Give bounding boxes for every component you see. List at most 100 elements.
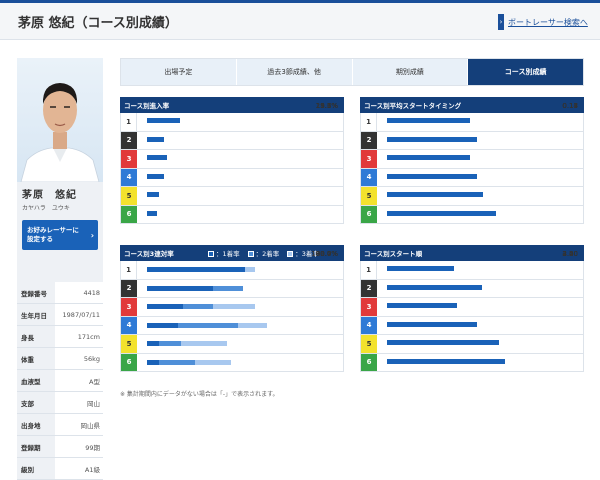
favorite-racer-button[interactable]: お好みレーサーに 設定する › bbox=[22, 220, 98, 250]
value-bar bbox=[387, 118, 470, 123]
course-row-2: 2 82.4% bbox=[120, 250, 344, 298]
info-label: 登録番号 bbox=[17, 282, 55, 303]
course-row-1: 1 0.13 bbox=[360, 102, 584, 132]
course-row-1: 1 2.40 bbox=[360, 250, 584, 280]
bar-area bbox=[137, 113, 343, 131]
racer-info-table: 登録番号 4418 生年月日 1987/07/11 身長 171cm 体重 56kg 血… bbox=[17, 282, 103, 480]
value-bar bbox=[387, 266, 454, 271]
course-number: 4 bbox=[361, 168, 377, 186]
tab-term-results[interactable]: 期別成績 bbox=[352, 59, 469, 85]
course-row-6: 6 4.20 bbox=[360, 250, 584, 372]
info-value: 171cm bbox=[77, 332, 100, 341]
info-row-register-number: 登録番号 4418 bbox=[17, 282, 103, 304]
bar-area bbox=[137, 187, 343, 205]
segment-bar-1 bbox=[147, 359, 159, 365]
course-number: 6 bbox=[361, 353, 377, 371]
fav-button-line2: 設定する bbox=[27, 235, 53, 243]
segment-bar-3 bbox=[195, 359, 231, 365]
segment-bar-1 bbox=[147, 285, 213, 291]
panel-title: コース別3連対率 bbox=[124, 250, 174, 258]
bar-area bbox=[377, 317, 583, 335]
bar-area bbox=[137, 206, 343, 224]
value-bar bbox=[387, 173, 477, 179]
course-value: 3.40 bbox=[562, 250, 578, 258]
racer-photo bbox=[17, 58, 103, 182]
panel-title-bar: コース別3連対率 ：1着率 ：2着率 ：3着率 bbox=[120, 245, 344, 261]
course-row-2: 2 0.14 bbox=[360, 102, 584, 150]
segment-bar-2 bbox=[159, 359, 195, 365]
tab-past-results[interactable]: 過去3節成績、他 bbox=[236, 59, 353, 85]
info-value: 99期 bbox=[85, 443, 100, 452]
value-bar bbox=[387, 321, 477, 327]
course-row-5: 5 66.7% bbox=[120, 250, 344, 354]
segment-bar-3 bbox=[245, 267, 255, 272]
value-bar bbox=[387, 192, 483, 197]
course-value: 0.15 bbox=[562, 102, 578, 110]
segment-bar-1 bbox=[147, 341, 159, 346]
segment-bar-1 bbox=[147, 322, 178, 328]
course-row-4: 4 100.0% bbox=[120, 250, 344, 335]
course-value: 0.14 bbox=[562, 102, 578, 110]
course-number: 3 bbox=[361, 298, 377, 316]
bar-area bbox=[377, 354, 583, 372]
back-to-search-link[interactable]: › ボートレーサー検索へ bbox=[498, 12, 588, 32]
bar-area bbox=[137, 280, 343, 298]
racer-name-box: 茅原 悠紀 カヤハラ ユウキ お好みレーサーに 設定する › bbox=[17, 182, 103, 282]
course-row-4: 4 0.14 bbox=[360, 102, 584, 187]
course-row-4: 4 3.20 bbox=[360, 250, 584, 335]
value-bar bbox=[387, 210, 496, 216]
info-row-birthplace: 出身地 岡山県 bbox=[17, 414, 103, 436]
bar-area bbox=[137, 298, 343, 316]
page-title: 茅原 悠紀（コース別成績） bbox=[18, 16, 178, 31]
course-row-3: 3 0.13 bbox=[360, 102, 584, 169]
course-row-2: 2 3.40 bbox=[360, 250, 584, 298]
bar-area bbox=[137, 317, 343, 335]
value-bar bbox=[387, 284, 482, 290]
legend-first: ：1着率 bbox=[208, 248, 240, 258]
info-label: 支部 bbox=[17, 392, 55, 413]
course-number: 6 bbox=[121, 205, 137, 223]
course-row-5: 5 11.1% bbox=[120, 102, 344, 206]
info-value: 岡山県 bbox=[80, 421, 101, 430]
tab-schedule[interactable]: 出場予定 bbox=[121, 59, 237, 85]
course-value: 18.5% bbox=[315, 102, 338, 110]
legend-third: ：3着率 bbox=[287, 248, 319, 258]
value-bar bbox=[147, 136, 164, 142]
segment-bar-3 bbox=[238, 322, 267, 328]
course-row-5: 5 0.15 bbox=[360, 102, 584, 206]
tab-course-results[interactable]: コース別成績 bbox=[468, 59, 583, 85]
value-bar bbox=[387, 136, 477, 142]
bar-area bbox=[377, 113, 583, 131]
course-value: 0.17 bbox=[562, 102, 578, 110]
info-label: 身長 bbox=[17, 326, 55, 347]
course-value: 2.50 bbox=[562, 250, 578, 258]
racer-name: 茅原 悠紀 bbox=[22, 190, 77, 201]
info-value: 4418 bbox=[83, 288, 100, 297]
course-row-3: 3 18.5% bbox=[120, 102, 344, 169]
course-value: 4.00 bbox=[562, 250, 578, 258]
info-row-class: 級別 A1級 bbox=[17, 458, 103, 480]
value-bar bbox=[387, 358, 505, 364]
course-value: 90.0% bbox=[315, 250, 338, 258]
panel-title: コース別平均スタートタイミング bbox=[360, 97, 584, 113]
segment-bar-3 bbox=[181, 341, 227, 346]
course-number: 3 bbox=[121, 150, 137, 168]
course-number: 5 bbox=[361, 335, 377, 353]
course-number: 5 bbox=[121, 187, 137, 205]
course-value: 82.4% bbox=[315, 250, 338, 258]
bar-area bbox=[377, 335, 583, 353]
segment-bar-2 bbox=[213, 285, 243, 291]
info-row-birthday: 生年月日 1987/07/11 bbox=[17, 304, 103, 326]
segment-bar-2 bbox=[178, 322, 238, 328]
info-label: 級別 bbox=[17, 458, 55, 479]
course-row-6: 6 0.17 bbox=[360, 102, 584, 224]
panel-start-timing: コース別平均スタートタイミング 1 0.13 2 0.14 3 0.13 4 0.14 5 0.1… bbox=[360, 97, 584, 224]
course-row-6: 6 70.0% bbox=[120, 250, 344, 372]
course-row-4: 4 15.7% bbox=[120, 102, 344, 187]
course-number: 2 bbox=[361, 279, 377, 297]
course-number: 1 bbox=[121, 261, 137, 279]
value-bar bbox=[387, 340, 499, 345]
bar-area bbox=[137, 261, 343, 279]
course-number: 4 bbox=[361, 316, 377, 334]
course-value: 0.13 bbox=[562, 102, 578, 110]
